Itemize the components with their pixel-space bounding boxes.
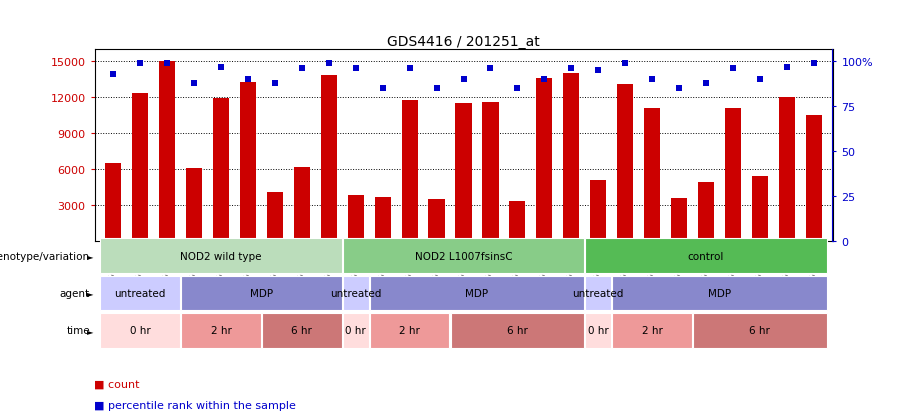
Point [591,68,606,74]
Bar [806,116,822,242]
Text: ■ percentile rank within the sample: ■ percentile rank within the sample [94,400,296,410]
Point [618,61,633,67]
Point [456,77,471,83]
Bar [428,199,445,242]
Text: ►: ► [87,289,94,298]
Text: NOD2 wild type: NOD2 wild type [180,251,262,261]
Bar [752,177,768,242]
Bar [563,74,580,242]
Text: MDP: MDP [465,288,489,298]
Bar [240,83,256,242]
Point [268,81,283,87]
Text: time: time [67,325,90,335]
Point [133,61,148,67]
Bar [320,76,337,242]
Point [241,77,256,83]
Point [294,66,309,73]
Text: 0 hr: 0 hr [130,325,150,335]
Bar [455,104,472,242]
Point [483,66,498,73]
Bar [159,62,176,242]
Bar [698,183,714,242]
Point [348,66,363,73]
Point [698,81,713,87]
Bar [213,99,230,242]
Text: 2 hr: 2 hr [211,325,231,335]
Bar [509,202,526,242]
Point [510,86,525,93]
Bar [644,108,660,242]
Bar [778,97,795,242]
Text: NOD2 L1007fsinsC: NOD2 L1007fsinsC [415,251,512,261]
Bar [536,78,553,242]
Point [671,86,686,93]
Text: ►: ► [87,326,94,335]
Text: 0 hr: 0 hr [588,325,608,335]
Point [537,77,552,83]
Point [806,61,821,67]
Text: untreated: untreated [114,288,166,298]
Bar [590,180,607,242]
Point [564,66,579,73]
Point [429,86,444,93]
Point [214,64,229,71]
Text: MDP: MDP [250,288,273,298]
Text: 6 hr: 6 hr [507,325,527,335]
Bar [401,101,418,242]
Text: 6 hr: 6 hr [750,325,770,335]
Bar [347,196,364,242]
Text: genotype/variation: genotype/variation [0,251,90,261]
Text: ►: ► [87,252,94,261]
Bar [724,108,741,242]
Bar [132,94,148,242]
Text: 6 hr: 6 hr [292,325,312,335]
Bar [670,198,687,242]
Point [187,81,202,87]
Bar [617,84,634,242]
Point [644,77,659,83]
Point [402,66,417,73]
Bar [374,197,391,242]
Point [725,66,740,73]
Text: ■ count: ■ count [94,379,140,389]
Text: untreated: untreated [572,288,624,298]
Text: MDP: MDP [707,288,731,298]
Title: GDS4416 / 201251_at: GDS4416 / 201251_at [387,35,540,49]
Bar [105,164,122,242]
Bar [482,102,499,242]
Text: untreated: untreated [330,288,382,298]
Bar [293,167,310,242]
Text: control: control [688,251,724,261]
Bar [267,192,283,242]
Bar [186,169,202,242]
Point [106,71,121,78]
Text: agent: agent [60,288,90,298]
Point [160,61,175,67]
Point [779,64,794,71]
Point [321,61,336,67]
Text: 0 hr: 0 hr [346,325,366,335]
Point [752,77,767,83]
Text: 2 hr: 2 hr [642,325,662,335]
Point [375,86,390,93]
Text: 2 hr: 2 hr [400,325,420,335]
